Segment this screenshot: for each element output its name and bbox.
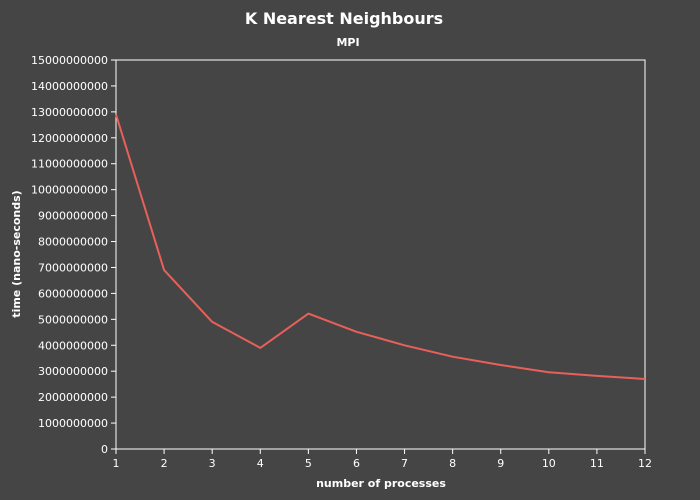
y-tick-label: 2000000000 <box>38 391 108 404</box>
x-tick-label: 6 <box>353 457 360 470</box>
y-axis-label: time (nano-seconds) <box>10 190 23 317</box>
y-tick-label: 4000000000 <box>38 339 108 352</box>
x-axis-label: number of processes <box>316 477 446 490</box>
x-tick-label: 10 <box>542 457 556 470</box>
x-tick-label: 2 <box>161 457 168 470</box>
y-tick-label: 11000000000 <box>31 158 108 171</box>
x-tick-label: 4 <box>257 457 264 470</box>
y-tick-label: 3000000000 <box>38 365 108 378</box>
x-tick-label: 5 <box>305 457 312 470</box>
y-tick-label: 6000000000 <box>38 287 108 300</box>
y-tick-label: 8000000000 <box>38 236 108 249</box>
series-line <box>115 114 646 380</box>
y-axis-ticks: 0 1000000000 2000000000 3000000000 400000000… <box>31 54 116 456</box>
y-tick-label: 9000000000 <box>38 210 108 223</box>
chart-subtitle: MPI <box>336 36 359 49</box>
y-tick-label: 12000000000 <box>31 132 108 145</box>
y-tick-label: 15000000000 <box>31 54 108 67</box>
x-tick-label: 1 <box>113 457 120 470</box>
x-tick-label: 8 <box>449 457 456 470</box>
y-tick-label: 0 <box>101 443 108 456</box>
series-layer <box>115 114 646 380</box>
y-tick-label: 13000000000 <box>31 106 108 119</box>
y-tick-label: 10000000000 <box>31 184 108 197</box>
x-tick-label: 9 <box>497 457 504 470</box>
y-tick-label: 1000000000 <box>38 417 108 430</box>
y-tick-label: 14000000000 <box>31 80 108 93</box>
plot-area-frame <box>115 59 646 450</box>
x-tick-label: 12 <box>638 457 652 470</box>
y-tick-label: 5000000000 <box>38 313 108 326</box>
x-axis-ticks: 1 2 3 4 5 6 7 8 9 10 11 12 <box>113 449 652 470</box>
x-tick-label: 3 <box>209 457 216 470</box>
chart-title: K Nearest Neighbours <box>245 9 443 28</box>
x-tick-label: 7 <box>401 457 408 470</box>
x-tick-label: 11 <box>590 457 604 470</box>
y-tick-label: 7000000000 <box>38 261 108 274</box>
